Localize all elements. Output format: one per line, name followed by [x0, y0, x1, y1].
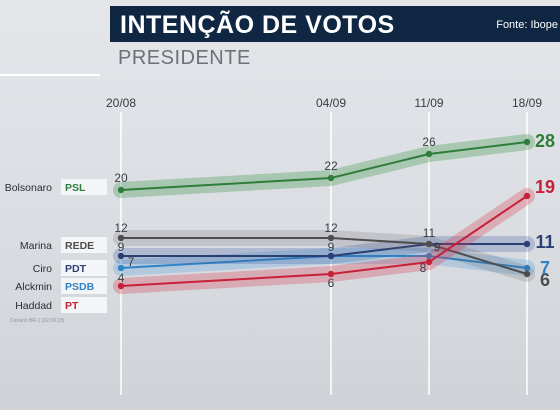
data-label: 26 — [422, 135, 436, 149]
data-point-alckmin — [425, 252, 433, 260]
data-label: 6 — [328, 276, 335, 290]
legend-tag-box — [61, 237, 107, 253]
legend-tag-box — [61, 179, 107, 195]
data-point-haddad — [327, 270, 335, 278]
end-value-label: 11 — [535, 232, 554, 252]
legend-name: Alckmin — [15, 281, 52, 293]
chart-title: INTENÇÃO DE VOTOS — [120, 11, 395, 39]
source-label: Fonte: Ibope — [496, 19, 558, 31]
divider-line — [0, 74, 100, 76]
end-value-label: 6 — [540, 270, 550, 290]
data-point-haddad — [523, 192, 531, 200]
data-label: 12 — [324, 221, 338, 235]
data-point-haddad — [117, 282, 125, 290]
data-point-bolsonaro — [523, 138, 531, 146]
data-label: 4 — [118, 271, 125, 285]
data-point-ciro — [117, 252, 125, 260]
legend-tag-box — [61, 260, 107, 276]
legend-party: PDT — [65, 263, 87, 275]
data-point-ciro — [327, 252, 335, 260]
data-point-marina — [523, 270, 531, 278]
data-label: 11 — [423, 226, 436, 240]
footnote: Cenário BR-1 (02.09.18) — [10, 318, 65, 324]
x-tick-label: 04/09 — [316, 96, 346, 110]
x-tick-label: 20/08 — [106, 96, 136, 110]
data-label: 12 — [114, 221, 128, 235]
legend-party: PT — [65, 300, 79, 312]
legend-name: Ciro — [33, 263, 52, 275]
end-value-label: 7 — [540, 258, 550, 278]
series-line-haddad — [120, 195, 528, 287]
data-point-alckmin — [523, 264, 531, 272]
end-value-label: 28 — [535, 131, 555, 151]
legend-party: REDE — [65, 240, 94, 252]
legend-party: PSDB — [65, 281, 95, 293]
data-point-marina — [327, 234, 335, 242]
legend-tag-box — [61, 278, 107, 294]
data-label: 22 — [324, 159, 338, 173]
data-label: 8 — [420, 261, 427, 275]
chart-subtitle: PRESIDENTE — [118, 47, 251, 69]
series-line-marina — [121, 237, 528, 275]
end-value-label: 19 — [535, 177, 555, 197]
series-line-bolsonaro — [120, 141, 528, 191]
legend-name: Marina — [20, 240, 52, 252]
data-point-marina — [117, 234, 125, 242]
data-label: 9 — [118, 240, 125, 254]
series-line-ciro — [121, 243, 527, 257]
data-label: 7 — [128, 255, 135, 269]
data-label: 20 — [114, 171, 128, 185]
data-point-bolsonaro — [425, 150, 433, 158]
data-label: 9 — [434, 240, 441, 254]
data-point-alckmin — [117, 264, 125, 272]
data-point-bolsonaro — [327, 174, 335, 182]
data-point-haddad — [425, 258, 433, 266]
data-point-bolsonaro — [117, 186, 125, 194]
legend-tag-box — [61, 297, 107, 313]
legend-party: PSL — [65, 182, 86, 194]
series-line-alckmin — [120, 255, 528, 269]
legend-name: Bolsonaro — [5, 182, 52, 194]
legend-name: Haddad — [15, 300, 52, 312]
x-tick-label: 11/09 — [414, 96, 443, 110]
data-point-ciro — [523, 240, 531, 248]
data-point-marina — [425, 240, 433, 248]
x-tick-label: 18/09 — [512, 96, 542, 110]
header-bar — [110, 6, 560, 42]
data-label: 9 — [328, 240, 335, 254]
